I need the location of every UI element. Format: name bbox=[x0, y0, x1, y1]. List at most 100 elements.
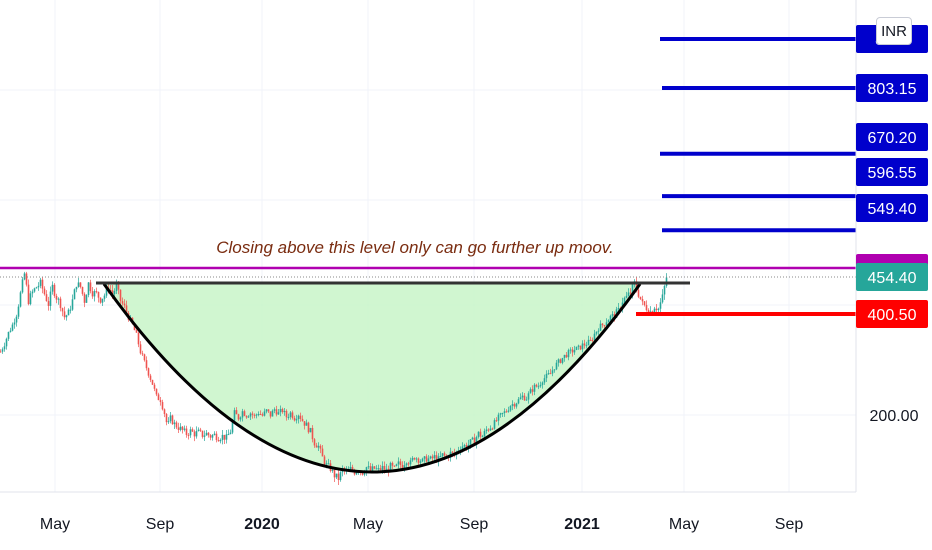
candle-body bbox=[297, 415, 300, 420]
candle-body bbox=[609, 315, 612, 321]
candle-body bbox=[0, 351, 2, 353]
candle-body bbox=[319, 445, 322, 449]
candle-body bbox=[37, 285, 40, 288]
candle-body bbox=[79, 282, 82, 287]
candle-body bbox=[223, 434, 226, 440]
candle-body bbox=[533, 384, 536, 392]
candle-body bbox=[451, 451, 454, 453]
price-tag: 400.50 bbox=[856, 300, 928, 328]
candle-body bbox=[41, 279, 44, 289]
candle-body bbox=[419, 461, 422, 463]
candle-body bbox=[207, 432, 210, 436]
candle-body bbox=[475, 437, 478, 444]
candle-body bbox=[95, 291, 98, 293]
x-tick-label: May bbox=[353, 516, 383, 533]
candle-body bbox=[497, 414, 500, 421]
candle-body bbox=[519, 397, 522, 400]
candle-body bbox=[11, 324, 14, 331]
price-tag-bg bbox=[856, 74, 928, 102]
candle-body bbox=[169, 415, 172, 422]
candle-body bbox=[83, 293, 86, 303]
candle-body bbox=[67, 309, 70, 316]
candle-body bbox=[99, 297, 102, 303]
candle-body bbox=[605, 322, 608, 326]
x-axis: May Sep 2020 May Sep 2021 May Sep bbox=[40, 516, 803, 533]
candle-body bbox=[503, 411, 506, 413]
candle-body bbox=[59, 298, 62, 309]
candle-body bbox=[557, 359, 560, 363]
candle-body bbox=[363, 472, 366, 475]
currency-badge[interactable]: INR bbox=[876, 17, 912, 45]
candle-body bbox=[251, 413, 254, 415]
candle-body bbox=[89, 282, 92, 292]
candle-body bbox=[315, 445, 318, 448]
candle-body bbox=[405, 463, 408, 466]
candle-body bbox=[485, 429, 488, 432]
candle-body bbox=[643, 301, 646, 306]
candle-body bbox=[625, 295, 628, 298]
candle-body bbox=[185, 428, 188, 435]
price-tag-label: 670.20 bbox=[868, 130, 917, 147]
candle-body bbox=[537, 386, 540, 388]
candle-body bbox=[377, 468, 380, 470]
candle-body bbox=[653, 308, 656, 313]
candle-body bbox=[87, 282, 90, 296]
candle-body bbox=[651, 311, 654, 313]
candle-body bbox=[395, 464, 398, 466]
price-tag: 454.40 bbox=[856, 263, 928, 291]
candle-body bbox=[123, 303, 126, 306]
candle-body bbox=[539, 384, 542, 387]
candle-body bbox=[63, 311, 66, 318]
price-tag-label: 400.50 bbox=[868, 307, 917, 324]
candle-body bbox=[489, 428, 492, 431]
candle-body bbox=[399, 461, 402, 465]
candle-body bbox=[161, 402, 164, 410]
annotation-text: Closing above this level only can go fur… bbox=[216, 238, 614, 257]
candle-body bbox=[579, 345, 582, 350]
candle-body bbox=[561, 357, 564, 363]
candle-body bbox=[281, 408, 284, 413]
candle-body bbox=[551, 370, 554, 374]
candle-body bbox=[417, 458, 420, 463]
candle-body bbox=[145, 360, 148, 369]
candle-body bbox=[303, 421, 306, 426]
x-tick-label: Sep bbox=[146, 516, 175, 533]
candle-body bbox=[481, 436, 484, 438]
candle-body bbox=[277, 412, 280, 415]
candle-body bbox=[401, 464, 404, 469]
candle-body bbox=[253, 414, 256, 416]
candle-body bbox=[221, 434, 224, 440]
candle-body bbox=[171, 415, 174, 425]
x-tick-label: May bbox=[669, 516, 699, 533]
candle-body bbox=[157, 394, 160, 401]
candle-body bbox=[505, 411, 508, 413]
candle-body bbox=[623, 297, 626, 303]
candle-body bbox=[91, 291, 94, 297]
candle-body bbox=[355, 472, 358, 475]
candle-body bbox=[213, 433, 216, 436]
candle-body bbox=[499, 413, 502, 415]
candle-body bbox=[541, 382, 544, 385]
candle-body bbox=[331, 469, 334, 471]
candle-body bbox=[427, 458, 430, 462]
candle-body bbox=[243, 411, 246, 416]
candle-body bbox=[273, 409, 276, 411]
candle-body bbox=[463, 445, 466, 447]
candle-body bbox=[289, 412, 292, 417]
candle-body bbox=[167, 421, 170, 423]
candle-body bbox=[235, 410, 238, 415]
candle-body bbox=[269, 411, 272, 417]
candle-body bbox=[205, 432, 208, 436]
candle-body bbox=[81, 286, 84, 294]
candle-body bbox=[9, 330, 12, 332]
candle-body bbox=[181, 426, 184, 430]
candle-body bbox=[483, 431, 486, 437]
candle-body bbox=[657, 308, 660, 311]
candle-body bbox=[173, 422, 176, 425]
candle-body bbox=[365, 467, 368, 473]
candle-body bbox=[39, 279, 42, 286]
candle-body bbox=[55, 295, 58, 300]
candle-body bbox=[159, 400, 162, 403]
candle-body bbox=[389, 462, 392, 472]
